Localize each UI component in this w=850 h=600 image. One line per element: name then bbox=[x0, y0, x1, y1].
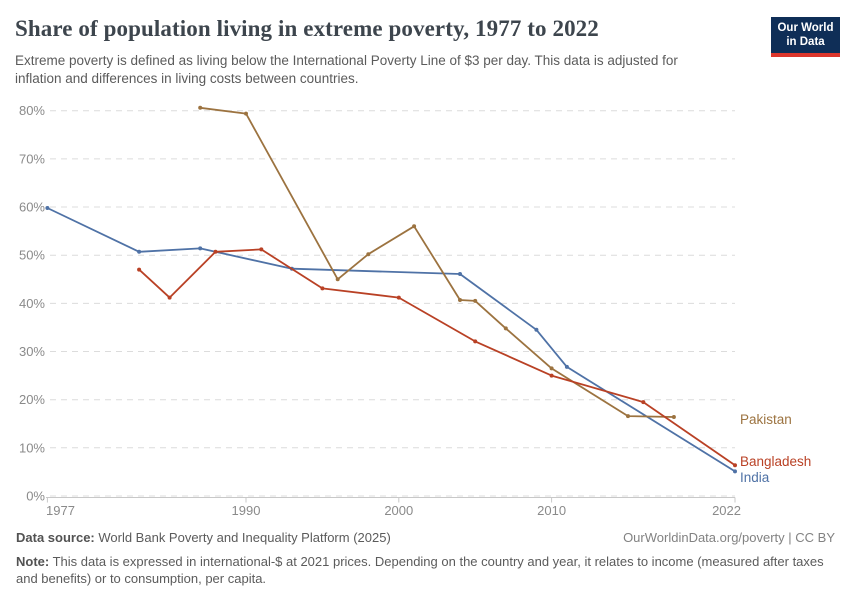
svg-text:60%: 60% bbox=[19, 200, 45, 215]
svg-text:2022: 2022 bbox=[712, 503, 741, 518]
owid-logo-line1: Our World bbox=[777, 22, 834, 34]
svg-text:80%: 80% bbox=[19, 103, 45, 118]
svg-text:2000: 2000 bbox=[384, 503, 413, 518]
poverty-line-chart: 0% 10% 20% 30% 40% 50% 60% 70% 80% 1977 1990 2000 20… bbox=[19, 103, 741, 518]
data-source-label: Data source: bbox=[16, 530, 95, 545]
owid-logo[interactable]: Our World in Data bbox=[771, 17, 840, 57]
svg-text:50%: 50% bbox=[19, 248, 45, 263]
svg-text:30%: 30% bbox=[19, 344, 45, 359]
svg-text:20%: 20% bbox=[19, 392, 45, 407]
page-title: Share of population living in extreme po… bbox=[15, 16, 599, 41]
series-label-india: India bbox=[740, 470, 770, 485]
svg-text:0%: 0% bbox=[26, 489, 45, 504]
svg-text:10%: 10% bbox=[19, 440, 45, 455]
svg-text:70%: 70% bbox=[19, 151, 45, 166]
note-row: Note: This data is expressed in internat… bbox=[16, 554, 835, 587]
data-source-text: Data source: World Bank Poverty and Ineq… bbox=[16, 530, 391, 545]
svg-text:2010: 2010 bbox=[537, 503, 566, 518]
page-subtitle: Extreme poverty is defined as living bel… bbox=[15, 53, 678, 86]
svg-text:40%: 40% bbox=[19, 296, 45, 311]
svg-text:1977: 1977 bbox=[46, 503, 75, 518]
series-label-bangladesh: Bangladesh bbox=[740, 454, 812, 469]
owid-logo-line2: in Data bbox=[786, 36, 825, 48]
note-value: This data is expressed in international-… bbox=[16, 554, 824, 586]
svg-text:1990: 1990 bbox=[232, 503, 261, 518]
source-row: Data source: World Bank Poverty and Ineq… bbox=[16, 530, 835, 545]
owid-credit-link[interactable]: OurWorldinData.org/poverty | CC BY bbox=[623, 530, 835, 545]
chart-footer: Data source: World Bank Poverty and Ineq… bbox=[16, 530, 835, 587]
note-label: Note: bbox=[16, 554, 50, 569]
data-source-value: World Bank Poverty and Inequality Platfo… bbox=[94, 530, 391, 545]
series-label-pakistan: Pakistan bbox=[740, 412, 792, 427]
